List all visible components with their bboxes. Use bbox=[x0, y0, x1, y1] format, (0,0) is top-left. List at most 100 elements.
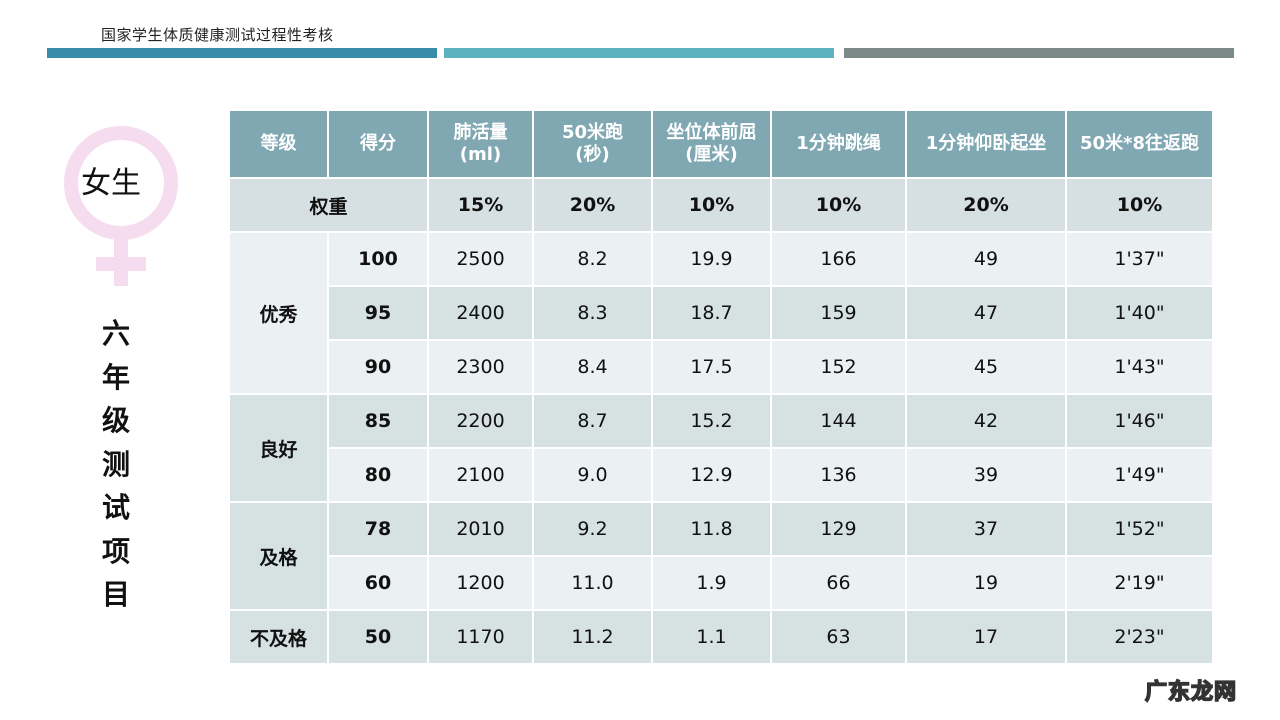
table-cell: 1'52" bbox=[1065, 501, 1214, 557]
table-cell: 136 bbox=[770, 447, 907, 503]
grade-cell: 不及格 bbox=[228, 609, 329, 665]
table-cell: 2100 bbox=[427, 447, 534, 503]
table-header-row: 等级 得分 肺活量 (ml) 50米跑 (秒) 坐位体前屈 (厘米) 1分钟跳绳 1分… bbox=[228, 109, 1214, 179]
table-cell: 1'43" bbox=[1065, 339, 1214, 395]
table-cell: 144 bbox=[770, 393, 907, 449]
table-cell: 9.0 bbox=[532, 447, 653, 503]
female-symbol-icon bbox=[64, 126, 184, 296]
table-cell: 1200 bbox=[427, 555, 534, 611]
table-cell: 45 bbox=[905, 339, 1067, 395]
table-cell: 8.7 bbox=[532, 393, 653, 449]
table-row: 95 2400 8.3 18.7 159 47 1'40" bbox=[229, 285, 1214, 341]
table-row: 优秀 100 2500 8.2 19.9 166 49 1'37" bbox=[228, 231, 1214, 395]
table-cell: 11.8 bbox=[651, 501, 772, 557]
header-lung-capacity: 肺活量 (ml) bbox=[427, 109, 534, 179]
vertical-title-char: 六 bbox=[101, 317, 130, 350]
weight-row: 权重 15% 20% 10% 10% 20% 10% bbox=[228, 177, 1214, 233]
table-cell: 159 bbox=[770, 285, 907, 341]
table-cell: 39 bbox=[905, 447, 1067, 503]
table-cell: 11.0 bbox=[532, 555, 653, 611]
table-cell: 2200 bbox=[427, 393, 534, 449]
table-cell: 37 bbox=[905, 501, 1067, 557]
header-score: 得分 bbox=[327, 109, 429, 179]
table-cell: 1'49" bbox=[1065, 447, 1214, 503]
weight-value: 10% bbox=[651, 177, 772, 233]
table-cell: 8.3 bbox=[532, 285, 653, 341]
table-cell: 1'46" bbox=[1065, 393, 1214, 449]
score-cell: 85 bbox=[327, 393, 429, 449]
decorative-bar-1 bbox=[47, 48, 437, 58]
vertical-title-char: 试 bbox=[101, 491, 130, 524]
score-cell: 90 bbox=[327, 339, 429, 395]
grade-cell: 良好 bbox=[228, 393, 329, 503]
watermark-logo: 广东龙网 bbox=[1144, 679, 1238, 706]
table-cell: 1'40" bbox=[1065, 285, 1214, 341]
table-cell: 66 bbox=[770, 555, 907, 611]
table-cell: 8.4 bbox=[532, 339, 653, 395]
score-cell: 50 bbox=[327, 609, 429, 665]
table-cell: 18.7 bbox=[651, 285, 772, 341]
header-sit-ups: 1分钟仰卧起坐 bbox=[905, 109, 1067, 179]
table-row: 不及格 50 1170 11.2 1.1 63 17 2'23" bbox=[228, 609, 1214, 665]
table-row: 80 2100 9.0 12.9 136 39 1'49" bbox=[229, 447, 1214, 503]
table-cell: 1.9 bbox=[651, 555, 772, 611]
vertical-title-char: 目 bbox=[101, 578, 130, 611]
table-cell: 2500 bbox=[427, 231, 534, 287]
score-cell: 78 bbox=[327, 501, 429, 557]
grade-cell: 及格 bbox=[228, 501, 329, 611]
table-row: 60 1200 11.0 1.9 66 19 2'19" bbox=[229, 555, 1214, 611]
grade-cell: 优秀 bbox=[228, 231, 329, 395]
grade-test-items-title: 六 年 级 测 试 项 目 bbox=[96, 312, 136, 617]
table-cell: 19 bbox=[905, 555, 1067, 611]
header-sit-and-reach: 坐位体前屈 (厘米) bbox=[651, 109, 772, 179]
vertical-title-char: 项 bbox=[101, 534, 130, 568]
table-cell: 2400 bbox=[427, 285, 534, 341]
header-shuttle-run: 50米*8往返跑 bbox=[1065, 109, 1214, 179]
weight-label: 权重 bbox=[228, 177, 429, 233]
weight-value: 10% bbox=[770, 177, 907, 233]
table-cell: 2'23" bbox=[1065, 609, 1214, 665]
decorative-bar-3 bbox=[844, 48, 1234, 58]
table-cell: 12.9 bbox=[651, 447, 772, 503]
header-50m-run: 50米跑 (秒) bbox=[532, 109, 653, 179]
table-cell: 8.2 bbox=[532, 231, 653, 287]
table-cell: 19.9 bbox=[651, 231, 772, 287]
table-cell: 17 bbox=[905, 609, 1067, 665]
table-row: 及格 78 2010 9.2 11.8 129 37 1'52" bbox=[228, 501, 1214, 611]
weight-value: 10% bbox=[1065, 177, 1214, 233]
vertical-title-char: 年 bbox=[101, 360, 130, 394]
fitness-standards-table: 等级 得分 肺活量 (ml) 50米跑 (秒) 坐位体前屈 (厘米) 1分钟跳绳 1分… bbox=[228, 109, 1214, 665]
table-cell: 11.2 bbox=[532, 609, 653, 665]
table-cell: 2010 bbox=[427, 501, 534, 557]
weight-value: 20% bbox=[905, 177, 1067, 233]
table-cell: 129 bbox=[770, 501, 907, 557]
vertical-title-char: 测 bbox=[101, 447, 130, 481]
table-cell: 1'37" bbox=[1065, 231, 1214, 287]
header-grade: 等级 bbox=[228, 109, 329, 179]
table-cell: 152 bbox=[770, 339, 907, 395]
weight-value: 20% bbox=[532, 177, 653, 233]
score-cell: 95 bbox=[327, 285, 429, 341]
table-cell: 2300 bbox=[427, 339, 534, 395]
table-row: 90 2300 8.4 17.5 152 45 1'43" bbox=[229, 339, 1214, 395]
female-symbol-cross bbox=[96, 257, 146, 271]
weight-value: 15% bbox=[427, 177, 534, 233]
table-cell: 2'19" bbox=[1065, 555, 1214, 611]
score-cell: 80 bbox=[327, 447, 429, 503]
header-rope-skipping: 1分钟跳绳 bbox=[770, 109, 907, 179]
vertical-title-char: 级 bbox=[101, 404, 130, 437]
score-cell: 60 bbox=[327, 555, 429, 611]
table-cell: 47 bbox=[905, 285, 1067, 341]
page-title: 国家学生体质健康测试过程性考核 bbox=[101, 26, 334, 44]
table-cell: 42 bbox=[905, 393, 1067, 449]
table-cell: 15.2 bbox=[651, 393, 772, 449]
table-cell: 1.1 bbox=[651, 609, 772, 665]
gender-label: 女生 bbox=[81, 166, 141, 201]
table-cell: 17.5 bbox=[651, 339, 772, 395]
table-row: 良好 85 2200 8.7 15.2 144 42 1'46" bbox=[228, 393, 1214, 503]
table-cell: 49 bbox=[905, 231, 1067, 287]
decorative-bar-2 bbox=[444, 48, 834, 58]
score-cell: 100 bbox=[327, 231, 429, 287]
table-cell: 1170 bbox=[427, 609, 534, 665]
table-cell: 166 bbox=[770, 231, 907, 287]
